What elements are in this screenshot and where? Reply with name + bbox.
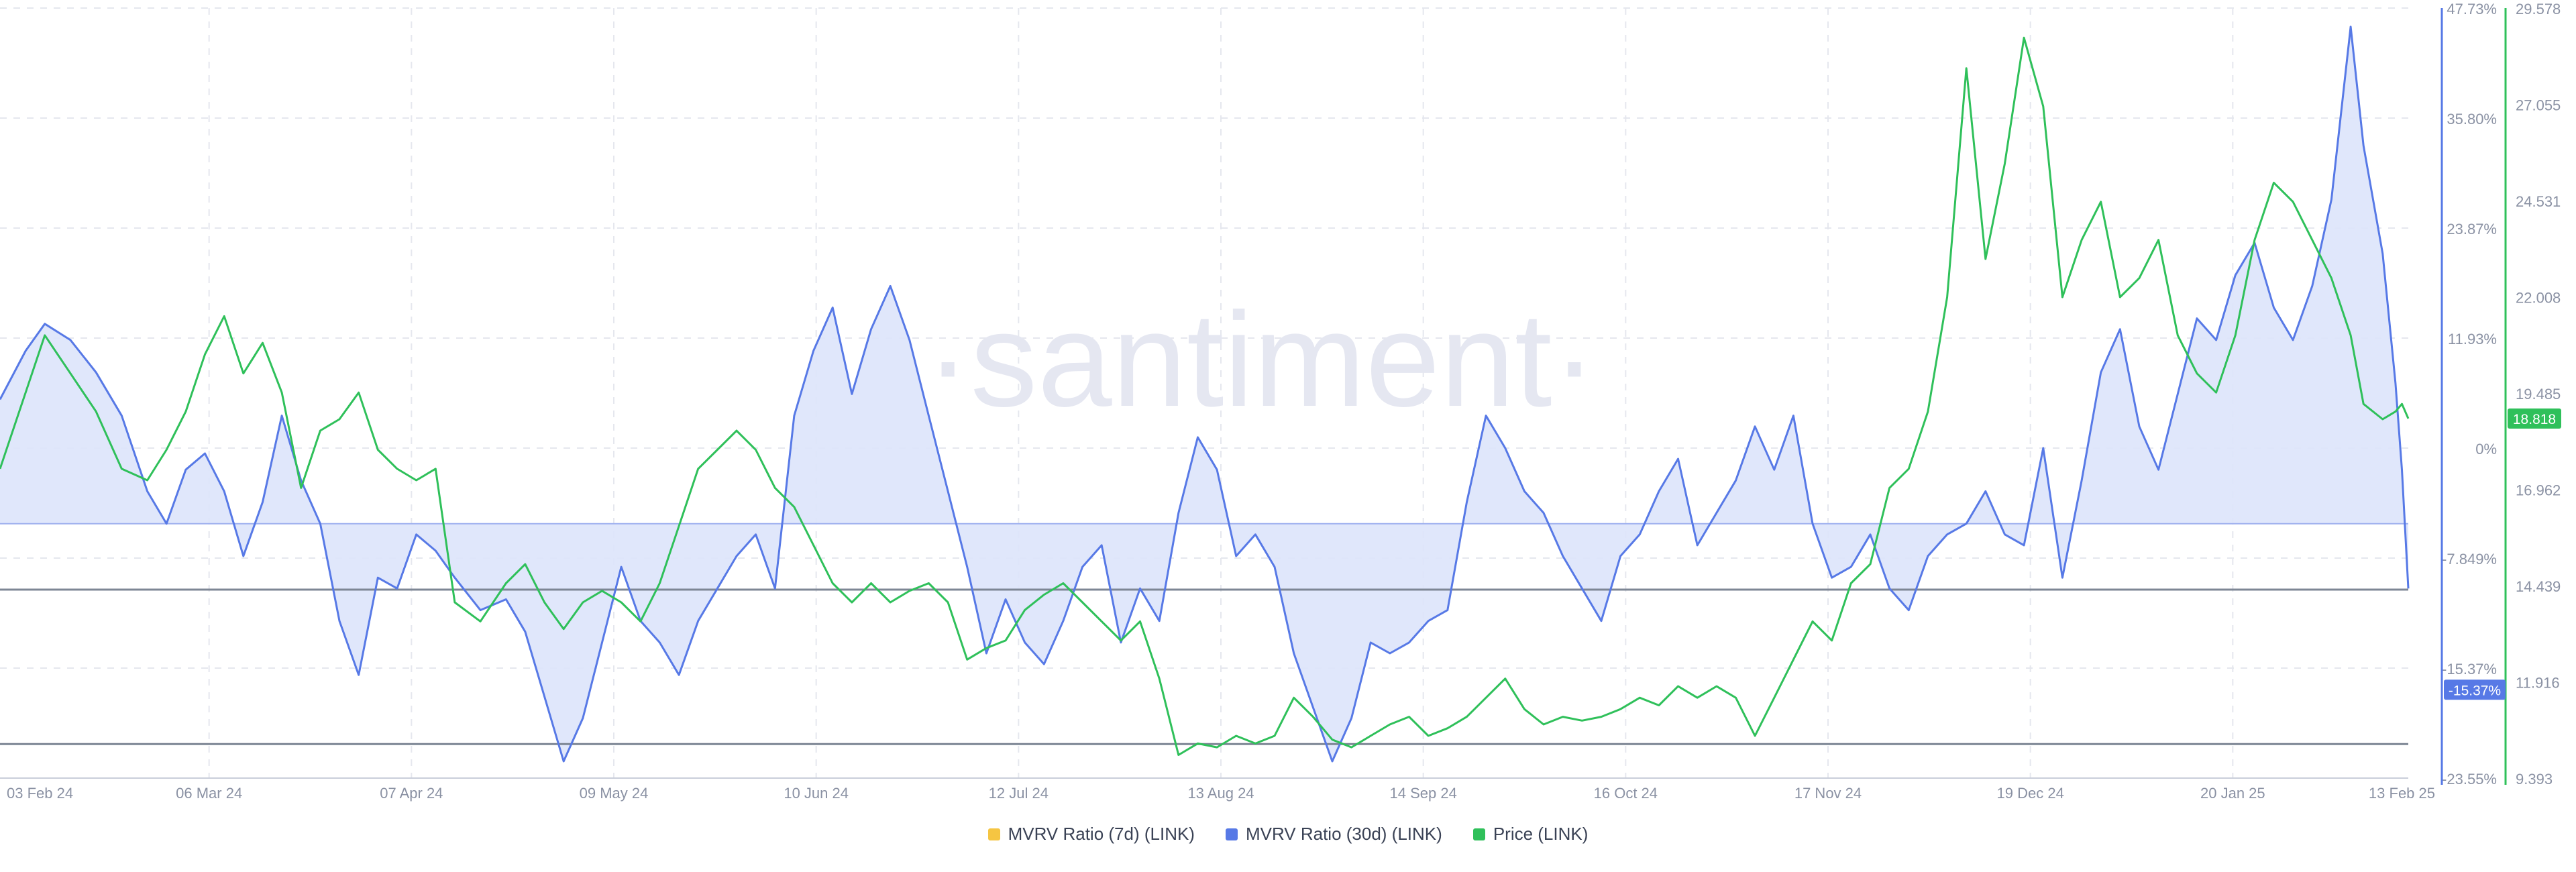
legend: MVRV Ratio (7d) (LINK) MVRV Ratio (30d) (… (0, 824, 2576, 844)
x-tick-label: 13 Feb 25 (2369, 785, 2435, 802)
mvrv-tick-label: 47.73% (2447, 1, 2497, 17)
mvrv-30d-fill (0, 26, 2408, 761)
mvrv-current-badge (2444, 679, 2506, 700)
price-tick-label: 29.578 (2516, 1, 2561, 17)
legend-label: MVRV Ratio (7d) (LINK) (1008, 824, 1195, 844)
x-tick-label: 12 Jul 24 (989, 785, 1049, 802)
price-tick-label: 22.008 (2516, 290, 2561, 307)
price-tick-label: 24.531 (2516, 193, 2561, 210)
x-tick-label: 14 Sep 24 (1390, 785, 1457, 802)
legend-label: Price (LINK) (1493, 824, 1589, 844)
mvrv-tick-label: -23.55% (2442, 771, 2497, 787)
legend-swatch (987, 828, 1000, 840)
mvrv-fill-layer (0, 26, 2408, 761)
x-tick-label: 20 Jan 25 (2200, 785, 2265, 802)
x-tick-label: 10 Jun 24 (784, 785, 849, 802)
legend-item[interactable]: Price (LINK) (1472, 824, 1589, 844)
legend-swatch (1225, 828, 1238, 840)
x-tick-label: 03 Feb 24 (7, 785, 73, 802)
series-line-layer (0, 25, 2410, 763)
badge-layer: -15.37% 18.818 (2444, 408, 2561, 700)
x-tick-label: 17 Nov 24 (1794, 785, 1862, 802)
price-current-badge (2508, 408, 2561, 429)
mvrv-current-label: -15.37% (2449, 683, 2501, 698)
mvrv-30d-line (0, 25, 2410, 763)
mvrv-tick-label: 23.87% (2447, 221, 2497, 237)
price-tick-label: 14.439 (2516, 578, 2561, 595)
price-tick-label: 27.055 (2516, 97, 2561, 114)
x-tick-label: 16 Oct 24 (1594, 785, 1658, 802)
legend-item[interactable]: MVRV Ratio (30d) (LINK) (1225, 824, 1442, 844)
price-tick-label: 16.962 (2516, 482, 2561, 499)
price-current-label: 18.818 (2513, 412, 2556, 427)
mvrv-tick-label: 11.93% (2448, 331, 2497, 347)
x-tick-label: 19 Dec 24 (1997, 785, 2064, 802)
x-tick-label: 09 May 24 (580, 785, 649, 802)
mvrv-tick-label: 35.80% (2447, 111, 2497, 127)
legend-swatch (1472, 828, 1485, 840)
x-tick-label: 07 Apr 24 (380, 785, 443, 802)
price-tick-label: 11.916 (2516, 675, 2560, 692)
price-line (0, 36, 2410, 756)
price-tick-label: 9.393 (2516, 771, 2553, 787)
x-tick-label: 13 Aug 24 (1187, 785, 1254, 802)
x-tick-label: 06 Mar 24 (176, 785, 242, 802)
axis-layer: 47.73%35.80%23.87%11.93%0%-7.849%-15.37%… (0, 1, 2561, 802)
mvrv-tick-label: 0% (2475, 441, 2497, 457)
legend-item[interactable]: MVRV Ratio (7d) (LINK) (987, 824, 1195, 844)
price-tick-label: 19.485 (2516, 386, 2561, 402)
legend-label: MVRV Ratio (30d) (LINK) (1245, 824, 1442, 844)
mvrv-tick-label: -15.37% (2442, 661, 2497, 677)
watermark: ·santiment· (926, 285, 1597, 435)
mvrv-tick-label: -7.849% (2442, 551, 2497, 567)
